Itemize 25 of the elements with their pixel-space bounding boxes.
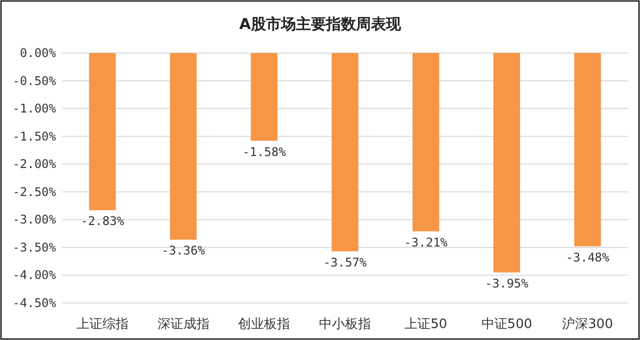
- data-label: -3.48%: [566, 250, 610, 264]
- x-tick-label: 上证50: [404, 317, 448, 332]
- data-label: -3.21%: [404, 235, 448, 250]
- y-tick-label: -4.50%: [12, 296, 57, 310]
- x-tick-label: 创业板指: [238, 317, 290, 332]
- x-tick-label: 沪深300: [562, 316, 613, 332]
- y-tick-label: -4.00%: [12, 268, 57, 282]
- x-tick-label: 深证成指: [157, 317, 210, 332]
- data-label: -2.83%: [80, 214, 125, 228]
- y-tick-label: -3.00%: [12, 212, 57, 227]
- chart-title: A股市场主要指数周表现: [239, 15, 402, 33]
- y-tick-label: -1.00%: [12, 102, 57, 116]
- y-tick-label: 0.00%: [20, 46, 57, 60]
- y-tick-label: -2.00%: [12, 157, 57, 172]
- data-label: -1.58%: [242, 144, 287, 159]
- data-label: -3.95%: [485, 276, 530, 290]
- data-label: -3.36%: [162, 244, 206, 258]
- y-tick-label: -3.50%: [12, 240, 57, 254]
- x-tick-label: 上证综指: [76, 317, 128, 332]
- y-tick-label: -2.50%: [12, 184, 57, 199]
- y-tick-label: -0.50%: [12, 74, 57, 88]
- data-label: -3.57%: [323, 255, 368, 270]
- x-tick-label: 中小板指: [319, 317, 371, 332]
- y-tick-label: -1.50%: [12, 129, 57, 144]
- x-tick-label: 中证500: [481, 317, 532, 332]
